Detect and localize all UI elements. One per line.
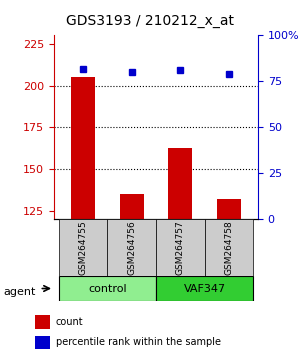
Bar [120, 194, 144, 219]
Bar [35, 315, 50, 329]
Bar [35, 336, 50, 349]
FancyBboxPatch shape [156, 219, 205, 276]
Text: GSM264755: GSM264755 [79, 221, 88, 275]
Text: agent: agent [3, 287, 35, 297]
Bar [168, 148, 192, 219]
FancyBboxPatch shape [59, 219, 107, 276]
Text: count: count [56, 317, 83, 327]
FancyBboxPatch shape [205, 219, 253, 276]
FancyBboxPatch shape [107, 219, 156, 276]
FancyBboxPatch shape [156, 276, 253, 301]
Bar [71, 77, 95, 219]
Text: GSM264756: GSM264756 [127, 221, 136, 275]
Text: GSM264757: GSM264757 [176, 221, 185, 275]
Text: control: control [88, 284, 127, 293]
Bar [217, 199, 241, 219]
FancyBboxPatch shape [59, 276, 156, 301]
Text: percentile rank within the sample: percentile rank within the sample [56, 337, 220, 348]
Text: GDS3193 / 210212_x_at: GDS3193 / 210212_x_at [66, 14, 234, 28]
Text: GSM264758: GSM264758 [224, 221, 233, 275]
Text: VAF347: VAF347 [184, 284, 226, 293]
